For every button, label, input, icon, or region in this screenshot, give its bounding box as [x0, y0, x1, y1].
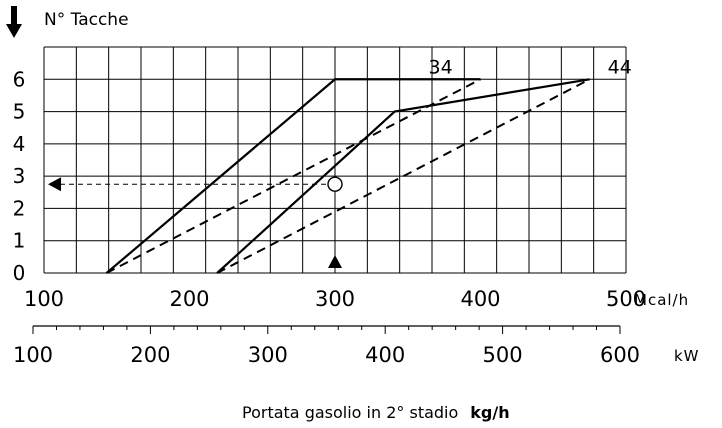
x-axis-label-text: Portata gasolio in 2° stadio — [242, 403, 458, 422]
y-tick-label: 5 — [13, 100, 26, 124]
x-tick-label-mcal: 500 — [606, 287, 646, 311]
x-tick-label-kw: 200 — [130, 343, 170, 367]
series-34-solid-line — [105, 78, 481, 274]
series-label-44: 44 — [608, 56, 632, 78]
y-tick-label: 1 — [13, 229, 26, 253]
x-tick-label-mcal: 400 — [460, 287, 500, 311]
y-tick-labels: 0 1 2 3 4 5 6 — [13, 67, 26, 285]
plot-lines: 34 44 — [48, 56, 632, 274]
x-tick-label-kw: 500 — [483, 343, 523, 367]
x-tick-label-kw: 400 — [365, 343, 405, 367]
series-44-solid-line — [216, 78, 590, 274]
x-axis-unit-mcal: Mcal/h — [634, 291, 689, 309]
x-axis-unit-kw: kW — [674, 347, 700, 365]
x-tick-label-kw: 600 — [600, 343, 640, 367]
x-tick-labels-mcal: 100 200 300 400 500 — [24, 287, 646, 311]
y-tick-label: 4 — [13, 132, 26, 156]
y-tick-label: 6 — [13, 67, 26, 91]
left-arrow-icon — [48, 177, 61, 192]
x-tick-label-mcal: 300 — [315, 287, 355, 311]
x-tick-label-kw: 300 — [248, 343, 288, 367]
y-axis-label: N° Tacche — [44, 10, 129, 30]
x-tick-label-mcal: 100 — [24, 287, 64, 311]
y-tick-label: 3 — [13, 164, 26, 188]
example-point — [327, 176, 343, 192]
x-axis-label: Portata gasolio in 2° stadio kg/h — [242, 403, 510, 422]
kw-axis: 100 200 300 400 500 600 — [13, 325, 640, 367]
y-tick-label: 0 — [13, 261, 26, 285]
series-label-34: 34 — [429, 56, 453, 78]
x-axis-label-unit: kg/h — [470, 403, 509, 422]
up-arrow-icon — [328, 255, 342, 268]
series-34-dashed-line — [106, 78, 481, 274]
x-tick-label-kw: 100 — [13, 343, 53, 367]
x-tick-label-mcal: 200 — [169, 287, 209, 311]
down-arrow-icon — [6, 6, 22, 38]
y-tick-label: 2 — [13, 196, 26, 220]
chart-grid — [43, 46, 627, 274]
series-44-dashed-line — [216, 78, 591, 274]
